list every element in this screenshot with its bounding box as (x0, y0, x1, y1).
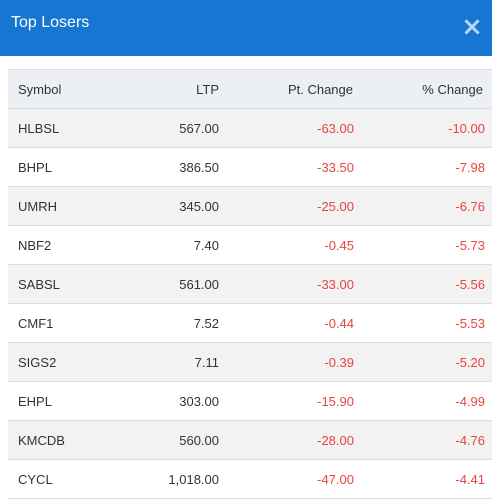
symbol-cell: EHPL (8, 381, 127, 421)
header-row: Symbol LTP Pt. Change % Change (8, 69, 492, 109)
column-header-ltp[interactable]: LTP (127, 69, 219, 109)
ltp-cell: 386.50 (127, 147, 219, 187)
column-header-symbol[interactable]: Symbol (8, 69, 127, 109)
table-row[interactable]: CYCL 1,018.00 -47.00 -4.41 (8, 459, 492, 499)
pct-change-cell: -5.73 (354, 225, 492, 265)
ltp-cell: 7.11 (127, 342, 219, 382)
ltp-cell: 7.40 (127, 225, 219, 265)
pt-change-cell: -47.00 (219, 459, 354, 499)
pt-change-cell: -0.45 (219, 225, 354, 265)
pct-change-cell: -10.00 (354, 108, 492, 148)
ltp-cell: 1,018.00 (127, 459, 219, 499)
ltp-cell: 345.00 (127, 186, 219, 226)
pt-change-cell: -28.00 (219, 420, 354, 460)
losers-table: Symbol LTP Pt. Change % Change HLBSL 567… (8, 69, 492, 499)
symbol-cell: BHPL (8, 147, 127, 187)
symbol-cell: SIGS2 (8, 342, 127, 382)
table-row[interactable]: EHPL 303.00 -15.90 -4.99 (8, 381, 492, 421)
symbol-cell: KMCDB (8, 420, 127, 460)
symbol-cell: UMRH (8, 186, 127, 226)
symbol-cell: HLBSL (8, 108, 127, 148)
pt-change-cell: -63.00 (219, 108, 354, 148)
table-row[interactable]: KMCDB 560.00 -28.00 -4.76 (8, 420, 492, 460)
table-row[interactable]: SABSL 561.00 -33.00 -5.56 (8, 264, 492, 304)
pt-change-cell: -0.39 (219, 342, 354, 382)
pct-change-cell: -5.56 (354, 264, 492, 304)
pt-change-cell: -25.00 (219, 186, 354, 226)
table-row[interactable]: SIGS2 7.11 -0.39 -5.20 (8, 342, 492, 382)
losers-table-container: Symbol LTP Pt. Change % Change HLBSL 567… (8, 69, 492, 499)
pt-change-cell: -33.00 (219, 264, 354, 304)
table-body: HLBSL 567.00 -63.00 -10.00 BHPL 386.50 -… (8, 108, 492, 499)
ltp-cell: 567.00 (127, 108, 219, 148)
pct-change-cell: -5.53 (354, 303, 492, 343)
pt-change-cell: -33.50 (219, 147, 354, 187)
pt-change-cell: -15.90 (219, 381, 354, 421)
table-row[interactable]: UMRH 345.00 -25.00 -6.76 (8, 186, 492, 226)
symbol-cell: CMF1 (8, 303, 127, 343)
pct-change-cell: -4.76 (354, 420, 492, 460)
table-row[interactable]: BHPL 386.50 -33.50 -7.98 (8, 147, 492, 187)
ltp-cell: 560.00 (127, 420, 219, 460)
pct-change-cell: -5.20 (354, 342, 492, 382)
ltp-cell: 561.00 (127, 264, 219, 304)
table-header: Symbol LTP Pt. Change % Change (8, 69, 492, 109)
pct-change-cell: -7.98 (354, 147, 492, 187)
modal-title: Top Losers (11, 14, 90, 31)
pt-change-cell: -0.44 (219, 303, 354, 343)
pct-change-cell: -6.76 (354, 186, 492, 226)
table-row[interactable]: CMF1 7.52 -0.44 -5.53 (8, 303, 492, 343)
ltp-cell: 7.52 (127, 303, 219, 343)
pct-change-cell: -4.41 (354, 459, 492, 499)
column-header-pt-change[interactable]: Pt. Change (219, 69, 354, 109)
table-row[interactable]: NBF2 7.40 -0.45 -5.73 (8, 225, 492, 265)
symbol-cell: NBF2 (8, 225, 127, 265)
pct-change-cell: -4.99 (354, 381, 492, 421)
modal-header: Top Losers × (0, 0, 492, 56)
table-row[interactable]: HLBSL 567.00 -63.00 -10.00 (8, 108, 492, 148)
symbol-cell: CYCL (8, 459, 127, 499)
close-icon[interactable]: × (461, 12, 483, 42)
ltp-cell: 303.00 (127, 381, 219, 421)
symbol-cell: SABSL (8, 264, 127, 304)
column-header-pct-change[interactable]: % Change (354, 69, 492, 109)
